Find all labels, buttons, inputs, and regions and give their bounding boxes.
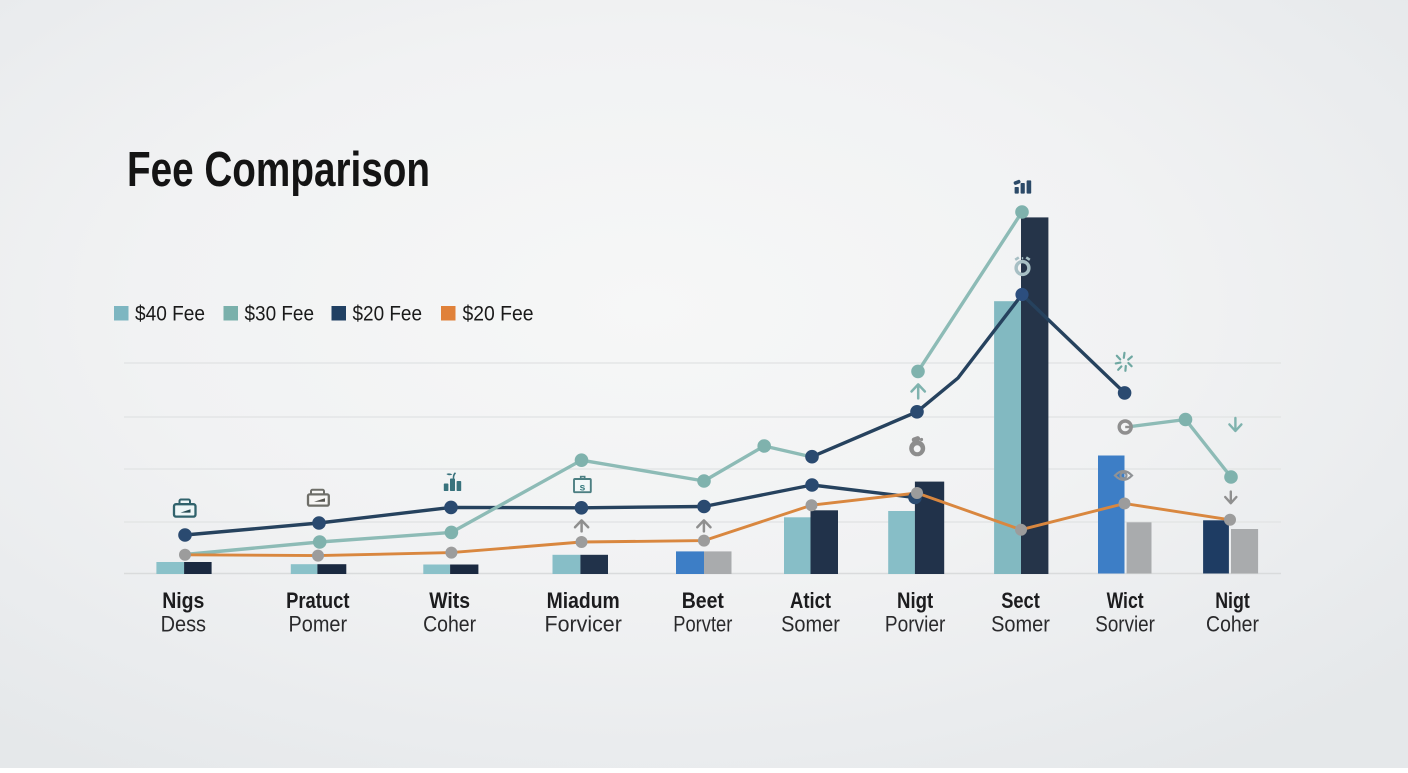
svg-text:$20 Fee: $20 Fee [463,302,534,326]
svg-text:Nigs: Nigs [162,588,204,613]
svg-text:$40 Fee: $40 Fee [135,302,205,326]
svg-text:Wict: Wict [1107,588,1144,613]
svg-text:Sorvier: Sorvier [1095,612,1155,637]
svg-text:Nigt: Nigt [897,588,934,613]
svg-text:s: s [579,481,585,493]
svg-text:Nigt: Nigt [1215,588,1250,613]
svg-text:Coher: Coher [1206,612,1259,637]
svg-text:Fee Comparison: Fee Comparison [127,143,430,197]
svg-text:Porvier: Porvier [885,612,946,637]
svg-text:Atict: Atict [790,588,831,613]
svg-text:Forvicer: Forvicer [545,612,623,637]
svg-text:Wits: Wits [429,588,470,613]
svg-text:Pomer: Pomer [289,612,348,637]
svg-text:Miadum: Miadum [547,588,620,613]
svg-text:Sect: Sect [1001,588,1040,613]
svg-text:Dess: Dess [161,612,206,637]
svg-text:$20 Fee: $20 Fee [353,302,423,326]
svg-text:Pratuct: Pratuct [286,588,350,613]
svg-text:Coher: Coher [423,612,476,637]
svg-text:Beet: Beet [682,588,725,613]
svg-text:Somer: Somer [781,612,840,637]
svg-text:Porvter: Porvter [673,612,733,637]
svg-text:$30 Fee: $30 Fee [245,302,315,326]
svg-text:Somer: Somer [991,612,1050,637]
